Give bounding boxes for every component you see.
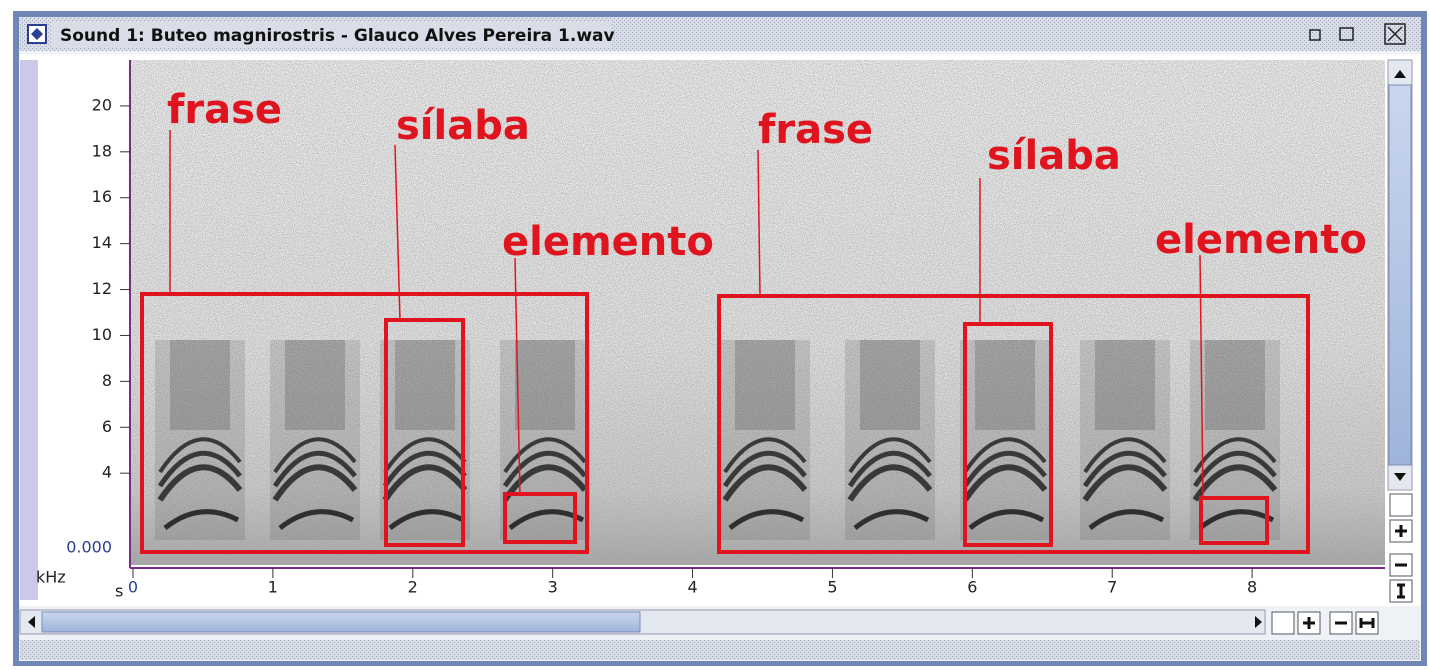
page: Sound 1: Buteo magnirostris - Glauco Alv… [0,0,1429,666]
signal-upper [170,340,230,430]
annotation-label: frase [758,107,873,153]
x-tick-label: 6 [967,578,977,597]
signal-upper [285,340,345,430]
annotation-label: elemento [1155,217,1367,263]
y-tick-label: 18 [92,141,112,160]
annotation-label: sílaba [987,133,1121,179]
signal-upper [735,340,795,430]
y-tick-label: 14 [92,233,112,252]
side-strip [20,60,38,600]
x-tick-label: 3 [548,578,558,597]
signal-upper [1205,340,1265,430]
signal-upper [515,340,575,430]
y-tick-label: 8 [102,371,112,390]
y-tick-label: 10 [92,325,112,344]
x-tick-label: 7 [1107,578,1117,597]
window-title: Sound 1: Buteo magnirostris - Glauco Alv… [60,26,615,46]
x-unit: s [115,582,123,601]
x-tick-label: 1 [268,578,278,597]
y-tick-label: 16 [92,187,112,206]
status-bar [20,640,1420,660]
x-tick-label: 8 [1247,578,1257,597]
window: Sound 1: Buteo magnirostris - Glauco Alv… [0,0,1429,666]
y-tick-label: 20 [92,95,112,114]
annotation-label: elemento [502,219,714,265]
signal-upper [975,340,1035,430]
x-tick-label: 2 [408,578,418,597]
v-scroll-thumb[interactable] [1389,85,1411,465]
y-tick-label: 4 [102,463,112,482]
y-tick-label: 12 [92,279,112,298]
signal-upper [860,340,920,430]
signal-upper [395,340,455,430]
y-unit: kHz [36,568,66,587]
x-tick-label: 5 [827,578,837,597]
zoom-fit[interactable] [1390,494,1412,516]
h-zoom-fit[interactable] [1272,612,1294,634]
signal-upper [1095,340,1155,430]
y-origin-label: 0.000 [66,538,112,557]
h-scroll-thumb[interactable] [42,612,640,632]
annotation-label: frase [167,87,282,133]
x-tick-label: 0 [128,578,138,597]
x-tick-label: 4 [687,578,697,597]
y-tick-label: 6 [102,417,112,436]
annotation-label: sílaba [396,103,530,149]
